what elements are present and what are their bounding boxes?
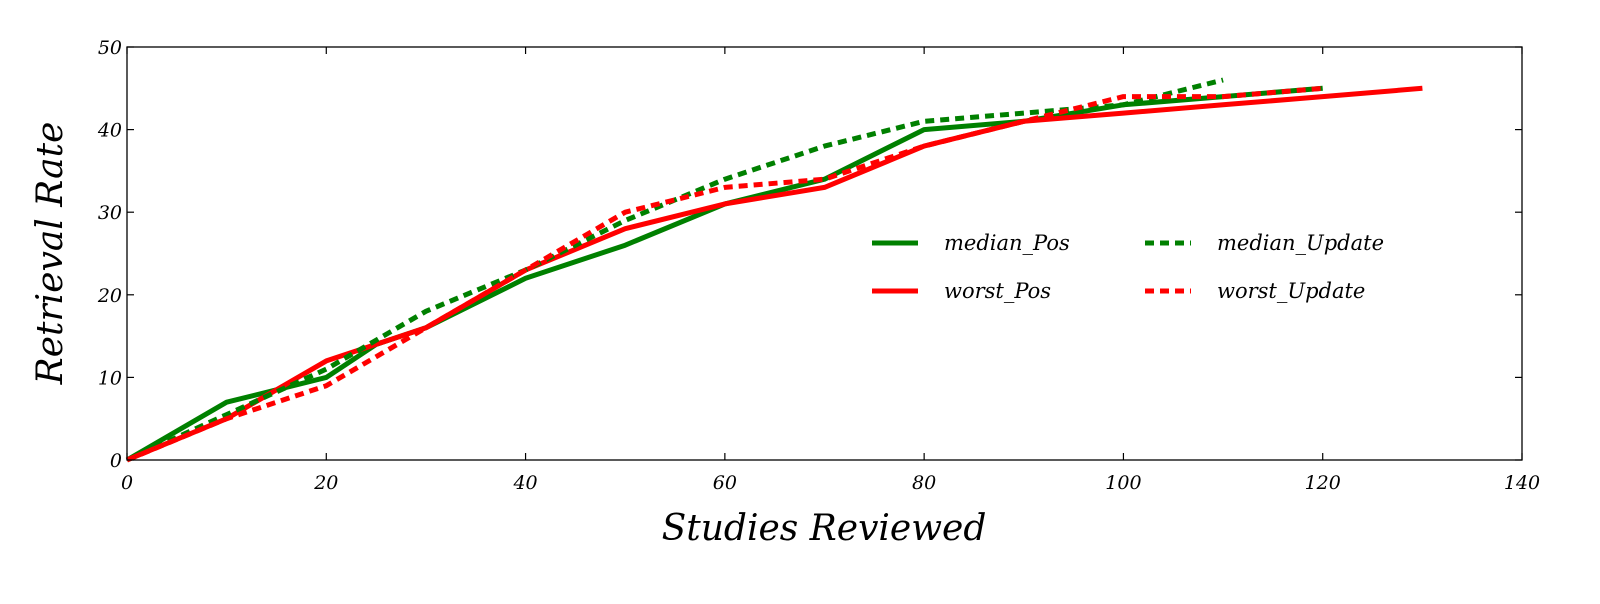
x-tick-label: 80 (912, 472, 936, 494)
series-line-worst-pos (126, 85, 1423, 463)
x-tick-label: 20 (313, 472, 338, 494)
x-tick-label: 100 (1105, 472, 1141, 494)
x-tick-label: 40 (512, 472, 537, 494)
legend-label-worst-pos: worst_Pos (944, 279, 1051, 303)
y-tick-label: 50 (98, 37, 122, 59)
legend-label-median-pos: median_Pos (944, 231, 1070, 255)
series-line-median-update (125, 77, 1224, 463)
series-line-median-pos (125, 85, 1323, 463)
x-axis-title: Studies Reviewed (662, 508, 987, 549)
x-tick-label: 0 (121, 472, 133, 494)
plot-frame (126, 46, 1523, 461)
y-tick-label: 0 (110, 450, 122, 472)
y-tick-label: 10 (98, 367, 122, 389)
y-tick-label: 20 (97, 285, 122, 307)
legend-label-worst-update: worst_Update (1217, 279, 1365, 303)
axis-ticks: 0 20 40 60 80 100 120 140 0 10 20 30 40 50 (97, 37, 1540, 494)
y-axis-title: Retrieval Rate (30, 122, 71, 386)
y-tick-label: 30 (98, 202, 122, 224)
x-tick-label: 120 (1305, 472, 1341, 494)
legend: median_Pos median_Update worst_Pos worst_Up… (872, 231, 1384, 303)
y-tick-label: 40 (97, 120, 122, 142)
x-tick-label: 140 (1504, 472, 1540, 494)
legend-label-median-update: median_Update (1217, 231, 1384, 255)
series-lines (125, 77, 1423, 463)
x-tick-label: 60 (713, 472, 737, 494)
series-line-worst-update (126, 85, 1323, 463)
